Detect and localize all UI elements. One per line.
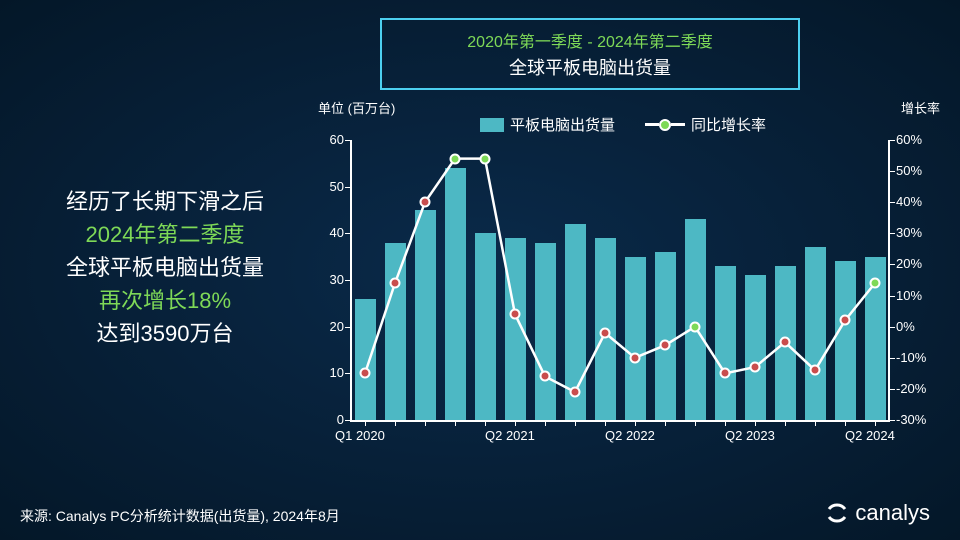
y-left-tick: 10: [304, 365, 344, 380]
line-marker: [630, 352, 641, 363]
bar: [805, 247, 826, 420]
logo: canalys: [825, 500, 930, 526]
title-main: 全球平板电脑出货量: [394, 54, 786, 80]
line-marker: [660, 340, 671, 351]
logo-text: canalys: [855, 500, 930, 526]
summary-l2: 2024年第二季度: [20, 218, 310, 251]
y-left-label: 单位 (百万台): [318, 98, 395, 117]
line-marker: [480, 153, 491, 164]
x-tick: Q2 2024: [845, 428, 895, 443]
y-right-tick: 10%: [896, 288, 946, 303]
y-left-tick: 0: [304, 412, 344, 427]
y-right-tick: 30%: [896, 225, 946, 240]
line-marker: [810, 365, 821, 376]
legend-bar-label: 平板电脑出货量: [510, 114, 615, 135]
bar: [505, 238, 526, 420]
y-left-tick: 40: [304, 225, 344, 240]
y-right-tick: -30%: [896, 412, 946, 427]
logo-icon: [825, 501, 849, 525]
bar: [355, 299, 376, 420]
title-box: 2020年第一季度 - 2024年第二季度 全球平板电脑出货量: [380, 18, 800, 90]
y-left-tick: 30: [304, 272, 344, 287]
bar: [715, 266, 736, 420]
line-marker: [690, 321, 701, 332]
bar: [655, 252, 676, 420]
x-axis: [350, 420, 890, 422]
x-tick: Q2 2021: [485, 428, 535, 443]
bar: [445, 168, 466, 420]
y-left-tick: 60: [304, 132, 344, 147]
legend-bar-item: 平板电脑出货量: [480, 114, 615, 135]
x-tick: Q2 2023: [725, 428, 775, 443]
line-marker: [420, 197, 431, 208]
legend-line-label: 同比增长率: [691, 114, 766, 135]
y-right-tick: 20%: [896, 256, 946, 271]
line-marker: [600, 327, 611, 338]
line-marker: [510, 309, 521, 320]
y-right-tick: -20%: [896, 381, 946, 396]
y-right-tick: -10%: [896, 350, 946, 365]
y-right-tick: 0%: [896, 319, 946, 334]
bar: [685, 219, 706, 420]
summary-l1: 经历了长期下滑之后: [20, 185, 310, 218]
line-marker: [450, 153, 461, 164]
legend-bar-swatch: [480, 118, 504, 132]
line-marker: [720, 368, 731, 379]
legend-line-swatch: [645, 119, 685, 131]
line-marker: [840, 315, 851, 326]
bar: [535, 243, 556, 420]
plot-area: 0102030405060-30%-20%-10%0%10%20%30%40%5…: [350, 140, 890, 420]
bar: [835, 261, 856, 420]
y-right-label: 增长率: [901, 98, 940, 117]
y-right-tick: 40%: [896, 194, 946, 209]
y-right-tick: 60%: [896, 132, 946, 147]
bar: [745, 275, 766, 420]
y-left-tick: 20: [304, 319, 344, 334]
line-marker: [540, 371, 551, 382]
bar: [625, 257, 646, 420]
summary-l3: 全球平板电脑出货量: [20, 251, 310, 284]
line-marker: [570, 387, 581, 398]
title-period: 2020年第一季度 - 2024年第二季度: [394, 28, 786, 52]
bar: [415, 210, 436, 420]
legend: 平板电脑出货量 同比增长率: [480, 114, 766, 135]
x-tick: Q2 2022: [605, 428, 655, 443]
line-marker: [390, 278, 401, 289]
y-right-tick: 50%: [896, 163, 946, 178]
summary-text: 经历了长期下滑之后 2024年第二季度 全球平板电脑出货量 再次增长18% 达到…: [20, 185, 310, 350]
summary-l5: 达到3590万台: [20, 317, 310, 350]
legend-line-item: 同比增长率: [645, 114, 766, 135]
y-left-tick: 50: [304, 179, 344, 194]
bar: [475, 233, 496, 420]
summary-l4: 再次增长18%: [20, 284, 310, 317]
line-marker: [780, 337, 791, 348]
line-marker: [870, 278, 881, 289]
x-tick: Q1 2020: [335, 428, 385, 443]
y-right-axis: [888, 140, 890, 420]
bar: [385, 243, 406, 420]
line-marker: [360, 368, 371, 379]
line-marker: [750, 362, 761, 373]
source-footer: 来源: Canalys PC分析统计数据(出货量), 2024年8月: [20, 506, 340, 526]
y-left-axis: [350, 140, 352, 420]
chart: 单位 (百万台) 增长率 平板电脑出货量 同比增长率 0102030405060…: [300, 100, 940, 470]
